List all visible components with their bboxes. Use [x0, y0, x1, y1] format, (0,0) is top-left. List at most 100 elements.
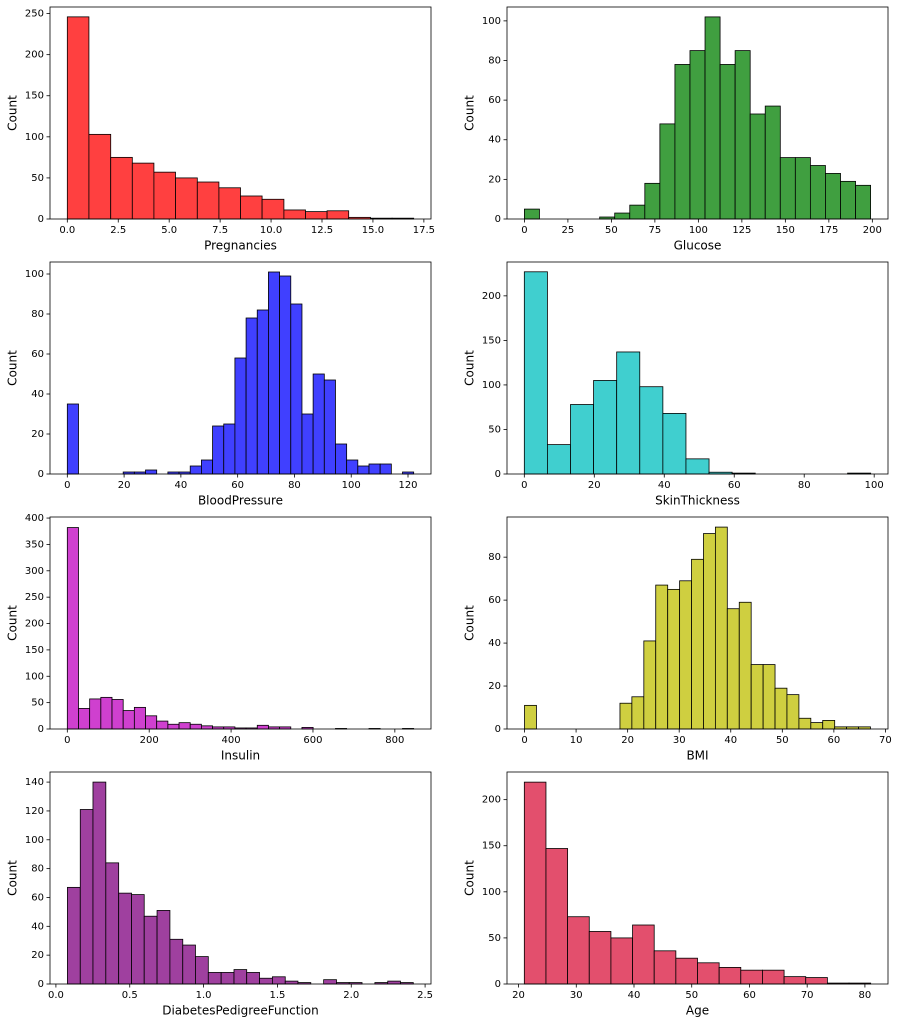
bar [794, 157, 811, 220]
bar [805, 977, 828, 985]
bar [855, 184, 872, 220]
x-tick-label: 50 [776, 735, 789, 746]
bar [750, 664, 764, 730]
y-tick-label: 150 [482, 841, 501, 852]
bar [674, 64, 691, 220]
y-axis-label: Count [463, 350, 477, 386]
plot-frame [506, 261, 889, 475]
y-tick-label: 80 [31, 864, 44, 875]
subplot: 0 25 50 75 100 125 150 175 200 0 20 40 60 80 100 Glucos… [463, 6, 889, 253]
x-tick-label: 70 [801, 990, 814, 1001]
bar [786, 694, 800, 730]
x-axis-label: BMI [686, 749, 708, 763]
y-axis-label: Count [6, 95, 20, 131]
bar [245, 317, 258, 475]
bar [616, 351, 641, 475]
bar [323, 379, 336, 475]
y-tick-label: 200 [25, 619, 44, 630]
bar [92, 781, 107, 985]
bar [570, 404, 594, 475]
bar [133, 706, 146, 730]
bar [764, 105, 781, 220]
x-tick-label: 80 [859, 990, 872, 1001]
bar [156, 720, 169, 730]
y-tick-label: 0 [38, 469, 44, 480]
y-tick-label: 40 [31, 389, 44, 400]
x-tick-label: 0 [521, 480, 527, 491]
y-tick-label: 150 [25, 645, 44, 656]
bar [110, 156, 133, 220]
bar [639, 386, 664, 475]
bar [675, 957, 698, 985]
bar [153, 171, 176, 220]
x-tick-label: 1.0 [196, 990, 212, 1001]
bar [196, 181, 220, 220]
y-tick-label: 120 [25, 806, 44, 817]
x-tick-label: 70 [879, 735, 892, 746]
y-tick-label: 60 [488, 595, 501, 606]
bar [718, 967, 742, 985]
y-tick-label: 100 [482, 380, 501, 391]
x-tick-label: 600 [303, 735, 322, 746]
bar [691, 558, 704, 730]
bar [233, 969, 248, 985]
x-tick-label: 40 [628, 990, 641, 1001]
x-tick-label: 80 [288, 480, 301, 491]
y-tick-label: 100 [482, 16, 501, 27]
x-tick-label: 7.5 [212, 225, 228, 236]
x-tick-label: 0.0 [59, 225, 75, 236]
bar [178, 722, 191, 730]
y-axis-label: Count [6, 350, 20, 386]
y-tick-label: 80 [488, 552, 501, 563]
bar [644, 182, 661, 220]
bar [774, 687, 788, 730]
bar [195, 956, 209, 985]
bar [290, 303, 303, 475]
bar [523, 208, 540, 220]
plot-frame [49, 516, 432, 730]
bar [268, 271, 280, 475]
y-tick-label: 80 [488, 55, 501, 66]
x-tick-label: 0.5 [122, 990, 138, 1001]
bar [740, 969, 763, 985]
x-tick-label: 50 [685, 990, 698, 1001]
y-tick-label: 200 [482, 795, 501, 806]
bar [78, 708, 91, 730]
y-tick-label: 250 [25, 592, 44, 603]
x-tick-label: 0 [64, 735, 70, 746]
x-tick-label: 80 [798, 480, 811, 491]
bar [79, 809, 94, 985]
bar [547, 444, 571, 475]
bar [779, 157, 796, 220]
bar [66, 403, 79, 475]
y-tick-label: 20 [488, 681, 501, 692]
bar [167, 723, 180, 730]
bar [301, 413, 314, 475]
bar [283, 209, 306, 220]
x-tick-label: 20 [512, 990, 525, 1001]
x-tick-label: 15.0 [362, 225, 384, 236]
bar [100, 696, 113, 730]
y-tick-label: 0 [38, 214, 44, 225]
subplot: 0.0 2.5 5.0 7.5 10.0 12.5 15.0 17.5 0 50 100 150 200… [6, 6, 435, 253]
bar [67, 886, 81, 985]
bar [588, 931, 612, 985]
bar [523, 781, 547, 985]
y-axis-label: Count [463, 95, 477, 131]
bar [175, 177, 198, 220]
subplot: 0 20 40 60 80 100 120 0 20 40 60 80 100 BloodPressure… [6, 261, 432, 508]
bar [697, 962, 720, 985]
x-tick-label: 0.0 [48, 990, 64, 1001]
y-tick-label: 100 [25, 835, 44, 846]
x-tick-label: 100 [865, 480, 884, 491]
y-tick-label: 80 [31, 309, 44, 320]
bar [719, 64, 736, 220]
bar [762, 969, 785, 985]
bar [762, 664, 776, 730]
x-tick-label: 60 [231, 480, 244, 491]
subplot: 0.0 0.5 1.0 1.5 2.0 2.5 0 20 40 60 80 100 120 140 Diab… [6, 771, 433, 1018]
bar [714, 526, 728, 730]
y-tick-label: 0 [495, 724, 501, 735]
bar [131, 894, 145, 985]
bar [357, 465, 370, 475]
